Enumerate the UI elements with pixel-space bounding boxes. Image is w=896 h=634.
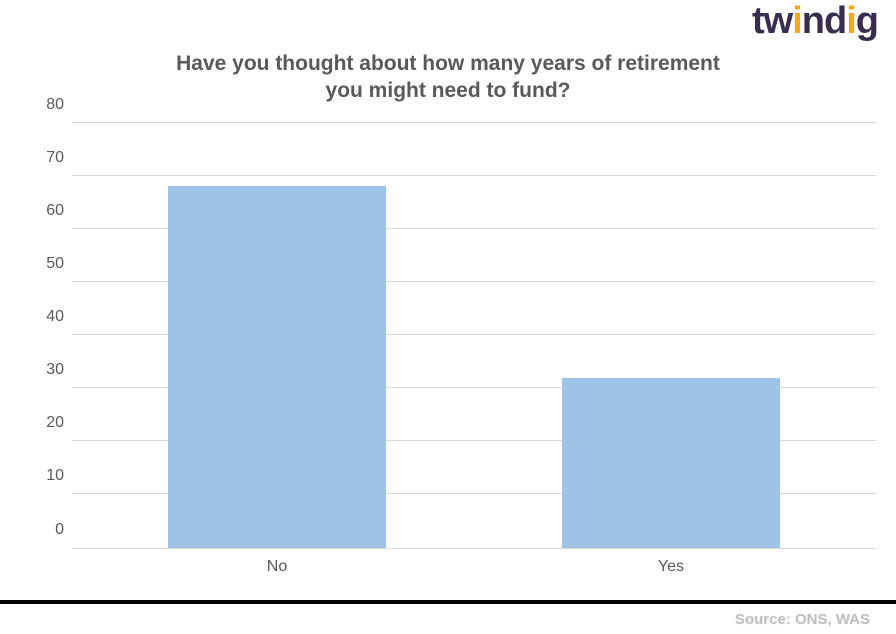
chart-title-line1: Have you thought about how many years of…	[20, 50, 876, 77]
x-axis-label: Yes	[658, 558, 684, 576]
y-axis-label: 30	[28, 361, 64, 379]
y-axis-label: 50	[28, 255, 64, 273]
y-axis-label: 80	[28, 96, 64, 114]
brand-logo: twindig	[752, 0, 878, 43]
chart-title: Have you thought about how many years of…	[20, 50, 876, 105]
grid-line	[72, 175, 876, 176]
y-axis-label: 20	[28, 414, 64, 432]
chart-container: Have you thought about how many years of…	[20, 50, 876, 598]
x-axis-label: No	[267, 558, 287, 576]
y-axis-label: 60	[28, 202, 64, 220]
bar	[562, 378, 779, 548]
y-axis-label: 40	[28, 308, 64, 326]
y-axis-label: 10	[28, 467, 64, 485]
grid-line	[72, 122, 876, 123]
y-axis-label: 0	[28, 521, 64, 539]
plot-area: 01020304050607080NoYes	[72, 123, 876, 549]
chart-title-line2: you might need to fund?	[20, 77, 876, 104]
footer-divider	[0, 600, 896, 604]
bar	[168, 186, 385, 547]
y-axis-label: 70	[28, 149, 64, 167]
source-text: Source: ONS, WAS	[735, 611, 870, 628]
